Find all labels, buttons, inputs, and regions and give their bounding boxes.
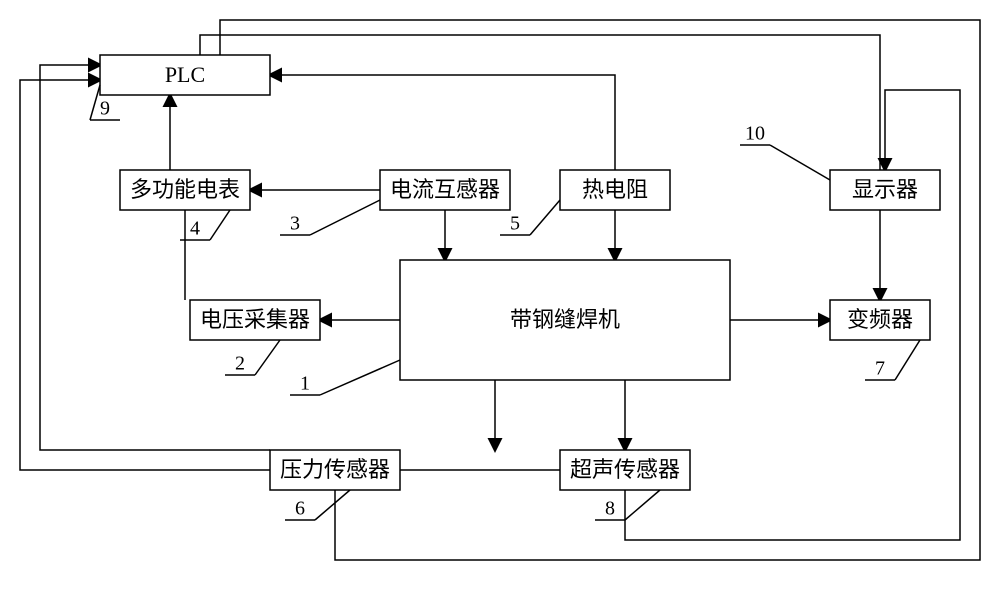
display-label: 显示器 — [852, 177, 918, 202]
welder-label: 带钢缝焊机 — [510, 307, 620, 332]
leader-3-number: 3 — [290, 213, 300, 235]
pressure-label: 压力传感器 — [280, 457, 390, 482]
rtd-label: 热电阻 — [582, 177, 648, 202]
ct-label: 电流互感器 — [390, 177, 500, 202]
ultrasonic-label: 超声传感器 — [570, 457, 680, 482]
leader-9-number: 9 — [100, 98, 110, 120]
leader-5 — [530, 200, 560, 235]
leader-7 — [895, 340, 920, 380]
leader-1 — [320, 360, 400, 395]
leader-10-number: 10 — [745, 123, 765, 145]
block-diagram: PLC 多功能电表 电流互感器 热电阻 显示器电压采集器 带钢缝焊机 变频器压力传感器 超声传… — [0, 0, 1000, 603]
leader-4 — [210, 210, 230, 240]
voltage-label: 电压采集器 — [200, 307, 310, 332]
leader-1-number: 1 — [300, 373, 310, 395]
leader-10 — [770, 145, 830, 180]
plc-label: PLC — [165, 62, 205, 87]
leader-6-number: 6 — [295, 498, 305, 520]
leader-8 — [625, 490, 660, 520]
leader-4-number: 4 — [190, 218, 200, 240]
leader-8-number: 8 — [605, 498, 615, 520]
leader-2 — [255, 340, 280, 375]
leader-9 — [90, 85, 100, 120]
leader-2-number: 2 — [235, 353, 245, 375]
connection — [40, 65, 270, 450]
leader-7-number: 7 — [875, 358, 885, 380]
leader-3 — [310, 200, 380, 235]
connection — [270, 75, 615, 170]
vfd-label: 变频器 — [847, 307, 913, 332]
leader-5-number: 5 — [510, 213, 520, 235]
leader-6 — [315, 490, 350, 520]
meter-label: 多功能电表 — [130, 177, 240, 202]
